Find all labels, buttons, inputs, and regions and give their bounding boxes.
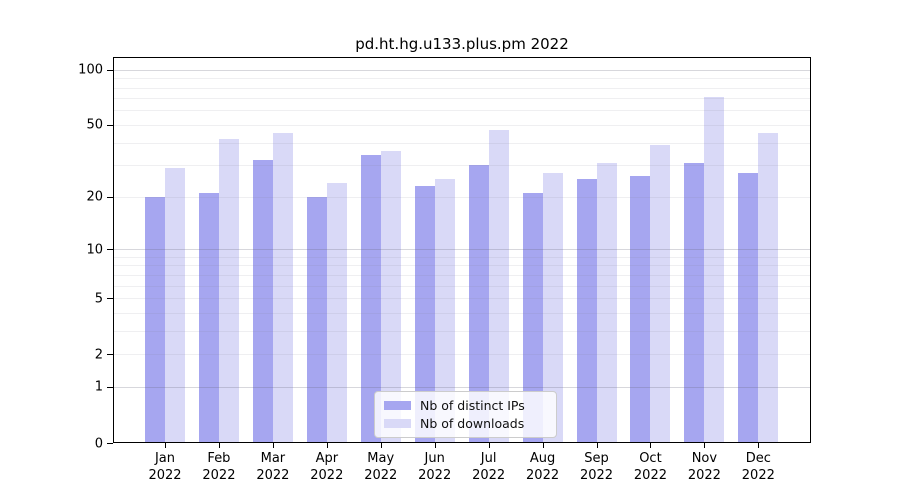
y-tick-10 <box>107 249 113 250</box>
x-tick-label-oct-2022: Oct 2022 <box>618 450 682 484</box>
x-tick-year: 2022 <box>202 468 236 483</box>
y-tick-label-1: 1 <box>94 379 103 395</box>
x-tick-year: 2022 <box>741 468 775 483</box>
y-tick-label-20: 20 <box>86 189 103 205</box>
x-tick-year: 2022 <box>633 468 667 483</box>
x-tick-year: 2022 <box>418 468 452 483</box>
bar-downloads-nov-2022 <box>704 97 725 443</box>
y-tick-100 <box>107 70 113 71</box>
x-tick-year: 2022 <box>579 468 614 483</box>
x-tick-jan-2022 <box>165 443 166 448</box>
bar-distinct-ips-jul-2022 <box>468 165 489 443</box>
y-tick-label-100: 100 <box>78 62 103 78</box>
x-tick-feb-2022 <box>219 443 220 448</box>
x-tick-month: May <box>367 451 395 466</box>
x-tick-month: Oct <box>639 451 662 466</box>
x-tick-dec-2022 <box>758 443 759 448</box>
bar-distinct-ips-nov-2022 <box>684 162 705 443</box>
x-tick-label-sep-2022: Sep 2022 <box>565 450 629 484</box>
x-tick-label-jun-2022: Jun 2022 <box>403 450 467 484</box>
bar-downloads-jan-2022 <box>165 167 185 443</box>
bar-distinct-ips-aug-2022 <box>522 192 543 443</box>
bar-distinct-ips-sep-2022 <box>576 179 597 443</box>
x-tick-month: Dec <box>745 451 771 466</box>
x-tick-oct-2022 <box>650 443 651 448</box>
y-tick-20 <box>107 197 113 198</box>
x-tick-month: Feb <box>207 451 231 466</box>
legend-swatch-distinct-ips <box>384 400 411 410</box>
bar-downloads-aug-2022 <box>542 173 563 443</box>
bar-distinct-ips-oct-2022 <box>630 176 651 443</box>
x-tick-label-mar-2022: Mar 2022 <box>241 450 305 484</box>
x-tick-aug-2022 <box>543 443 544 448</box>
x-tick-month: Aug <box>529 451 556 466</box>
x-tick-month: Jul <box>480 451 497 466</box>
x-tick-label-nov-2022: Nov 2022 <box>672 450 736 484</box>
x-tick-mar-2022 <box>273 443 274 448</box>
x-tick-jul-2022 <box>489 443 490 448</box>
x-tick-label-jul-2022: Jul 2022 <box>457 450 521 484</box>
bar-distinct-ips-mar-2022 <box>252 160 273 443</box>
x-tick-year: 2022 <box>472 468 506 483</box>
x-tick-month: Jun <box>424 451 445 466</box>
bar-downloads-dec-2022 <box>758 133 779 443</box>
x-tick-nov-2022 <box>704 443 705 448</box>
bar-downloads-apr-2022 <box>326 182 347 443</box>
bar-distinct-ips-feb-2022 <box>198 192 219 443</box>
x-tick-may-2022 <box>381 443 382 448</box>
legend: Nb of distinct IPs Nb of downloads <box>374 391 557 438</box>
legend-label-distinct-ips: Nb of distinct IPs <box>420 397 525 413</box>
x-tick-label-aug-2022: Aug 2022 <box>511 450 575 484</box>
x-tick-label-feb-2022: Feb 2022 <box>187 450 251 484</box>
x-tick-label-jan-2022: Jan 2022 <box>133 450 197 484</box>
bar-distinct-ips-jun-2022 <box>414 185 435 443</box>
bar-distinct-ips-apr-2022 <box>306 196 327 443</box>
y-tick-label-50: 50 <box>86 117 103 133</box>
y-tick-1 <box>107 387 113 388</box>
bar-downloads-feb-2022 <box>218 138 239 443</box>
legend-item: Nb of downloads <box>384 416 547 431</box>
y-tick-50 <box>107 125 113 126</box>
bar-downloads-may-2022 <box>380 150 401 443</box>
x-tick-year: 2022 <box>364 468 398 483</box>
x-tick-month: Sep <box>584 451 609 466</box>
x-tick-label-may-2022: May 2022 <box>349 450 413 484</box>
x-tick-year: 2022 <box>687 468 721 483</box>
chart-title: pd.ht.hg.u133.plus.pm 2022 <box>355 35 569 53</box>
x-tick-month: Mar <box>260 451 286 466</box>
bar-downloads-mar-2022 <box>272 133 293 443</box>
legend-item: Nb of distinct IPs <box>384 398 547 413</box>
legend-label-downloads: Nb of downloads <box>420 416 525 432</box>
x-tick-month: Jan <box>154 451 176 466</box>
x-tick-month: Apr <box>315 451 339 466</box>
x-tick-year: 2022 <box>256 468 290 483</box>
y-tick-5 <box>107 298 113 299</box>
x-tick-year: 2022 <box>310 468 344 483</box>
bar-distinct-ips-may-2022 <box>360 155 381 443</box>
bar-downloads-sep-2022 <box>596 162 617 443</box>
x-tick-label-apr-2022: Apr 2022 <box>295 450 359 484</box>
bar-downloads-jun-2022 <box>434 179 455 443</box>
x-tick-month: Nov <box>691 451 718 466</box>
y-tick-2 <box>107 354 113 355</box>
plot-area <box>113 57 811 443</box>
y-tick-label-2: 2 <box>94 347 103 363</box>
bar-distinct-ips-dec-2022 <box>738 173 759 443</box>
bar-downloads-jul-2022 <box>488 129 509 443</box>
x-tick-sep-2022 <box>597 443 598 448</box>
x-tick-year: 2022 <box>148 468 182 483</box>
y-tick-label-0: 0 <box>94 436 103 451</box>
y-tick-0 <box>107 443 113 444</box>
x-tick-label-dec-2022: Dec 2022 <box>726 450 790 484</box>
x-tick-jun-2022 <box>435 443 436 448</box>
bar-distinct-ips-jan-2022 <box>145 196 165 443</box>
y-tick-label-10: 10 <box>86 242 103 258</box>
bar-downloads-oct-2022 <box>650 144 671 443</box>
y-tick-label-5: 5 <box>94 291 103 307</box>
x-tick-apr-2022 <box>327 443 328 448</box>
legend-swatch-downloads <box>384 419 411 429</box>
x-tick-year: 2022 <box>526 468 560 483</box>
